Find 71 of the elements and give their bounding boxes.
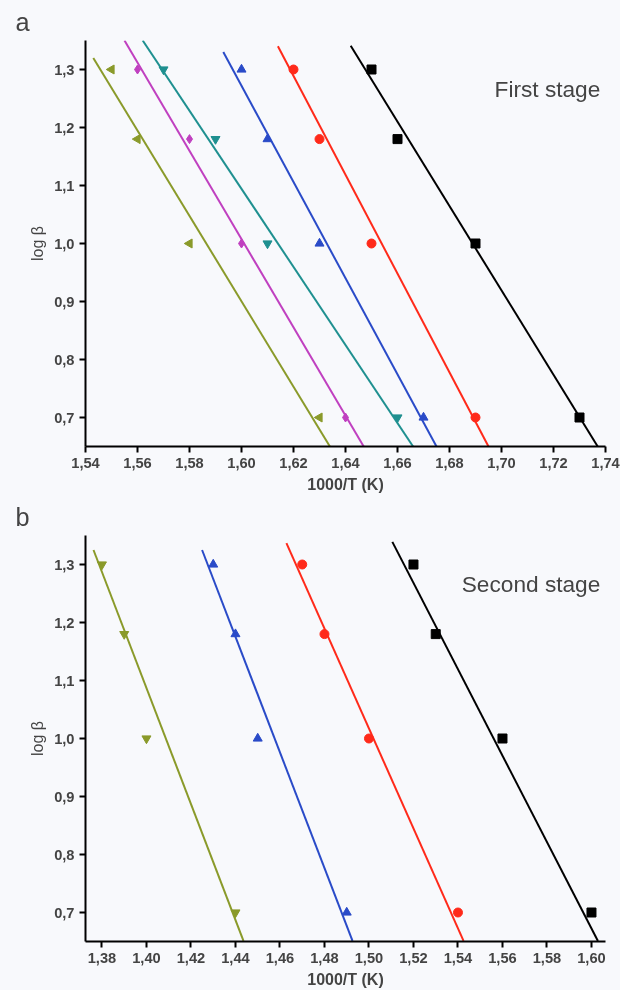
point (208, 558, 219, 568)
y-tick-label: 0,9 (54, 788, 75, 805)
point (452, 907, 463, 918)
point (252, 732, 263, 742)
x-tick-label: 1,52 (399, 949, 428, 966)
point (341, 906, 352, 916)
point (297, 559, 308, 570)
point (105, 64, 115, 75)
point (408, 559, 419, 570)
point (314, 237, 325, 247)
point (313, 412, 323, 423)
y-tick-label: 1,0 (54, 235, 75, 252)
x-tick-label: 1,48 (310, 949, 339, 966)
point (366, 64, 377, 75)
point (497, 733, 508, 744)
x-tick-label: 1,62 (279, 454, 308, 471)
y-tick-label: 1,2 (54, 119, 75, 136)
y-tick-label: 0,7 (54, 904, 75, 921)
point (314, 134, 325, 145)
x-tick-label: 1,44 (221, 949, 251, 966)
y-axis-title: log β (29, 721, 47, 756)
x-tick-label: 1,40 (132, 949, 161, 966)
x-axis-title: 1000/T (K) (307, 475, 384, 493)
point (418, 411, 429, 421)
point (586, 907, 597, 918)
y-tick-label: 0,9 (54, 293, 75, 310)
point (236, 63, 247, 73)
y-tick-label: 1,1 (54, 672, 75, 689)
text: b (15, 502, 30, 531)
point (262, 240, 273, 250)
y-axis-title: log β (29, 226, 47, 261)
x-tick-label: 1,38 (87, 949, 117, 966)
x-tick-label: 1,56 (123, 454, 152, 471)
y-tick-label: 1,0 (54, 730, 75, 747)
point (366, 238, 377, 249)
y-tick-label: 0,8 (54, 351, 75, 368)
point (210, 136, 221, 145)
x-tick-label: 1,54 (71, 454, 101, 471)
y-tick-label: 1,3 (54, 556, 75, 573)
point (363, 733, 374, 744)
x-tick-label: 1,54 (443, 949, 474, 966)
x-tick-label: 1,42 (176, 949, 206, 966)
x-tick-label: 1,66 (383, 454, 412, 471)
point (392, 134, 403, 145)
x-tick-label: 1,60 (227, 454, 256, 471)
point (131, 134, 141, 145)
point (392, 414, 403, 424)
x-tick-label: 1,68 (435, 454, 464, 471)
x-tick-label: 1,56 (488, 949, 517, 966)
text: a (15, 7, 31, 36)
x-tick-label: 1,70 (487, 454, 516, 471)
y-tick-label: 1,2 (54, 614, 75, 631)
x-tick-label: 1,60 (577, 949, 606, 966)
x-tick-label: 1,50 (354, 949, 384, 966)
point (574, 412, 585, 423)
x-tick-label: 1,46 (265, 949, 295, 966)
point (141, 735, 152, 745)
point (183, 238, 193, 249)
y-tick-label: 1,3 (54, 61, 75, 78)
x-tick-label: 1,72 (539, 454, 568, 471)
y-tick-label: 1,1 (54, 177, 75, 194)
x-tick-label: 1,58 (175, 454, 204, 471)
annotation: First stage (494, 76, 601, 103)
point (470, 238, 481, 249)
x-tick-label: 1,74 (591, 454, 621, 471)
x-tick-label: 1,58 (532, 949, 562, 966)
y-tick-label: 0,7 (54, 409, 75, 426)
x-tick-label: 1,64 (331, 454, 361, 471)
y-tick-label: 0,8 (54, 846, 75, 863)
annotation: Second stage (461, 571, 601, 598)
x-axis-title: 1000/T (K) (307, 970, 384, 988)
